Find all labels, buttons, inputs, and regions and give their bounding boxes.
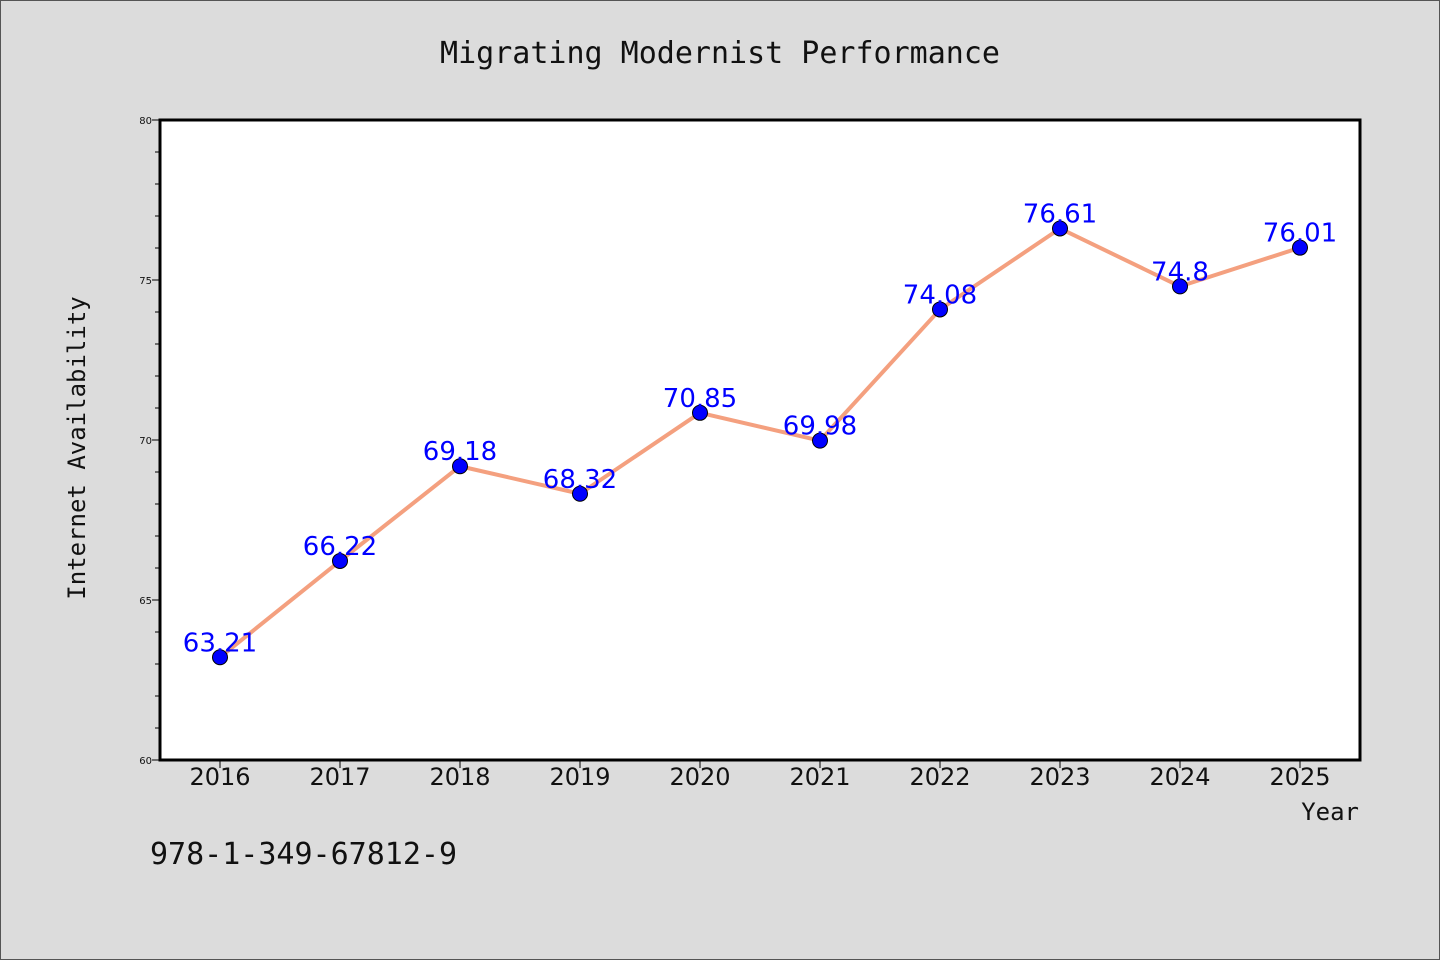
data-label: 76.01 — [1263, 219, 1337, 249]
x-tick-label: 2022 — [909, 763, 970, 791]
data-label: 76.61 — [1023, 199, 1097, 229]
y-tick-label: 60 — [139, 756, 152, 767]
y-tick-label: 80 — [139, 116, 152, 127]
data-point — [1292, 239, 1308, 256]
plot-frame — [158, 118, 1362, 762]
data-point — [932, 301, 948, 318]
x-tick-label: 2016 — [189, 763, 250, 791]
chart-title: Migrating Modernist Performance — [440, 36, 1000, 71]
x-tick-label: 2025 — [1269, 763, 1330, 791]
y-axis-ticks: 60 65 70 75 80 — [139, 116, 160, 767]
x-axis-label: Year — [1301, 798, 1359, 826]
y-tick-label: 70 — [139, 436, 152, 447]
data-label: 74.8 — [1151, 257, 1209, 287]
data-point — [452, 458, 468, 475]
data-point — [692, 404, 708, 421]
x-tick-label: 2018 — [429, 763, 490, 791]
x-tick-label: 2023 — [1029, 763, 1090, 791]
x-tick-label: 2017 — [309, 763, 370, 791]
isbn-text: 978-1-349-67812-9 — [150, 837, 457, 872]
x-tick-label: 2020 — [669, 763, 730, 791]
plot-area — [160, 120, 1360, 760]
x-tick-label: 2019 — [549, 763, 610, 791]
data-label: 63.21 — [183, 628, 257, 658]
data-point — [1052, 220, 1068, 237]
y-axis-label: Internet Availability — [63, 296, 91, 599]
x-tick-label: 2021 — [789, 763, 850, 791]
series-line — [218, 226, 1302, 660]
data-label: 68.32 — [543, 465, 617, 495]
x-axis-ticks: 2016 2017 2018 2019 2020 2021 2022 2023 2024 2025 — [189, 760, 1331, 791]
data-label: 69.98 — [783, 412, 857, 442]
data-label: 70.85 — [663, 384, 737, 414]
data-label: 69.18 — [423, 437, 497, 467]
data-point — [572, 485, 588, 502]
data-point — [332, 552, 348, 569]
data-point — [812, 432, 828, 449]
data-point — [212, 649, 228, 666]
data-point — [1172, 278, 1188, 295]
data-label: 66.22 — [303, 532, 377, 562]
series-layer: 63.21 66.22 69.18 68.32 70.85 69.98 74.08 76.61… — [183, 199, 1337, 666]
x-tick-label: 2024 — [1149, 763, 1210, 791]
y-tick-label: 75 — [139, 276, 152, 287]
y-tick-label: 65 — [139, 596, 152, 607]
data-label: 74.08 — [903, 280, 977, 310]
